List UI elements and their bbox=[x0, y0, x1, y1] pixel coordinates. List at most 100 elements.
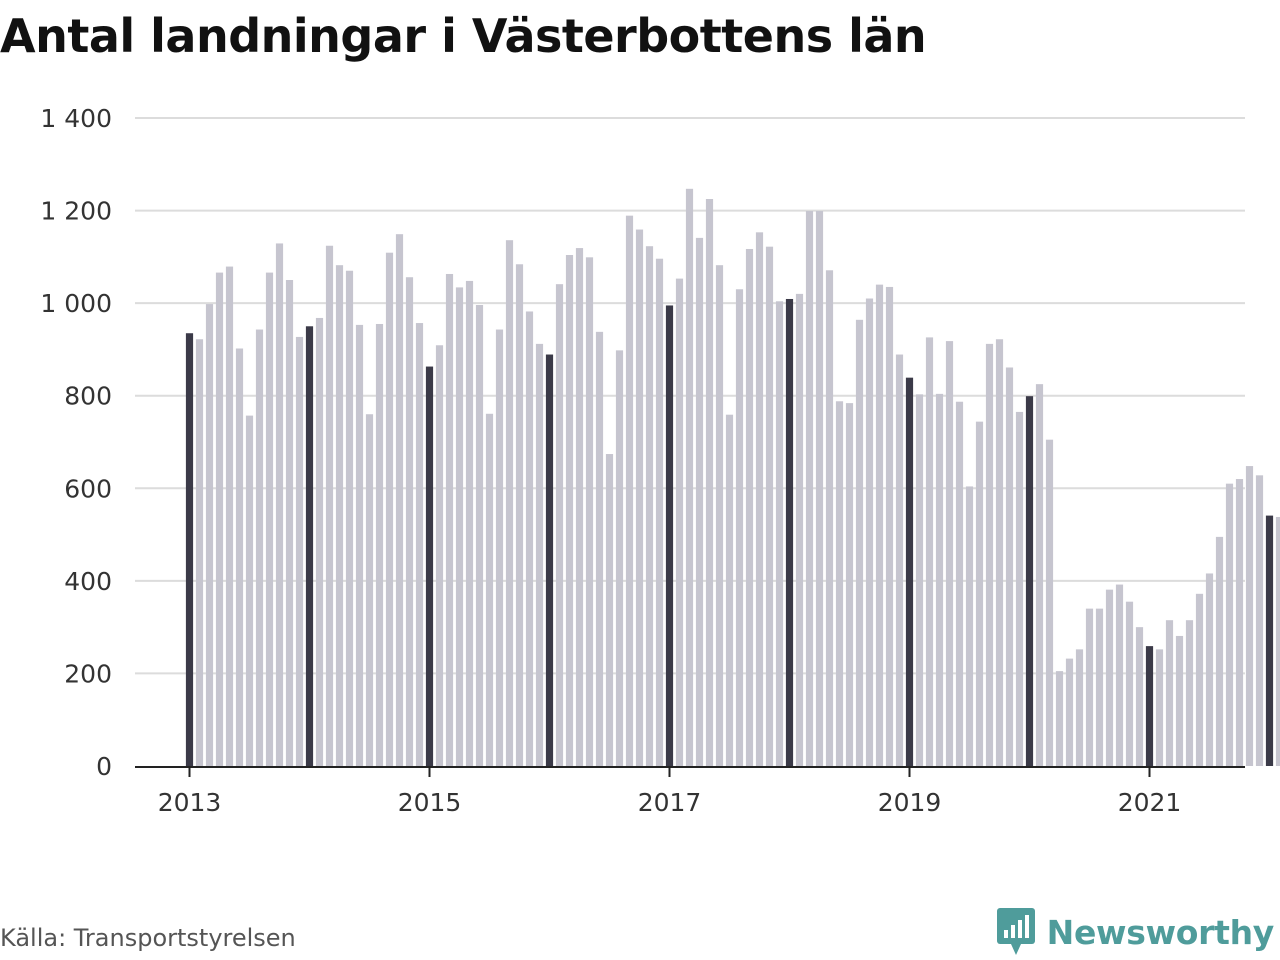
bar-2017-10 bbox=[755, 232, 764, 767]
bar-2022-02 bbox=[1275, 516, 1280, 766]
bar-2013-06 bbox=[235, 348, 244, 766]
bar-2015-01 bbox=[425, 366, 434, 766]
bar-2018-06 bbox=[835, 401, 844, 766]
bar-2017-04 bbox=[695, 237, 704, 766]
bar-2019-04 bbox=[935, 393, 944, 766]
bar-2021-03 bbox=[1165, 620, 1174, 766]
bar-2018-10 bbox=[875, 284, 884, 766]
x-tick-label: 2019 bbox=[878, 788, 942, 817]
bar-2021-05 bbox=[1185, 620, 1194, 766]
bar-2015-05 bbox=[465, 280, 474, 766]
bar-2017-12 bbox=[775, 301, 784, 766]
bar-2013-12 bbox=[295, 336, 304, 766]
bar-2013-10 bbox=[275, 243, 284, 767]
bar-2021-09 bbox=[1225, 483, 1234, 766]
bar-2016-02 bbox=[555, 284, 564, 766]
bar-2016-01 bbox=[545, 354, 554, 766]
bar-2014-02 bbox=[315, 317, 324, 766]
x-tick-label: 2021 bbox=[1118, 788, 1182, 817]
bar-2018-11 bbox=[885, 286, 894, 766]
bar-2021-08 bbox=[1215, 536, 1224, 766]
bar-2019-03 bbox=[925, 337, 934, 766]
brand-name: Newsworthy bbox=[1046, 912, 1275, 952]
bar-2017-09 bbox=[745, 248, 754, 766]
bar-2017-01 bbox=[665, 305, 674, 766]
bar-2022-01 bbox=[1265, 515, 1274, 766]
bar-chart-speech-bubble-icon bbox=[996, 908, 1035, 955]
bar-2019-05 bbox=[945, 341, 954, 766]
bar-2016-07 bbox=[605, 454, 614, 766]
bar-2014-11 bbox=[405, 277, 414, 766]
bar-2019-06 bbox=[955, 401, 964, 766]
bar-2020-04 bbox=[1055, 671, 1064, 766]
bar-2016-10 bbox=[635, 229, 644, 766]
bar-2017-02 bbox=[675, 278, 684, 766]
bar-2013-05 bbox=[225, 266, 234, 766]
bar-2014-10 bbox=[395, 234, 404, 767]
bar-2016-12 bbox=[655, 258, 664, 766]
source-note: Källa: Transportstyrelsen bbox=[0, 924, 296, 952]
bar-2015-09 bbox=[505, 240, 514, 767]
bar-2013-01 bbox=[185, 333, 194, 766]
bar-2014-06 bbox=[355, 324, 364, 766]
bar-2019-08 bbox=[975, 421, 984, 766]
bar-2019-12 bbox=[1015, 411, 1024, 766]
bar-2020-07 bbox=[1085, 608, 1094, 766]
bar-2016-08 bbox=[615, 350, 624, 766]
y-axis-tick-labels: 0 200 400 600 800 1 000 1 200 1 400 bbox=[40, 104, 112, 781]
bar-2014-12 bbox=[415, 323, 424, 766]
bar-2016-04 bbox=[575, 248, 584, 766]
bar-2021-02 bbox=[1155, 649, 1164, 766]
x-tick-label: 2015 bbox=[398, 788, 462, 817]
bar-2015-11 bbox=[525, 311, 534, 766]
bar-2017-06 bbox=[715, 265, 724, 766]
bar-2013-07 bbox=[245, 415, 254, 766]
bar-2016-06 bbox=[595, 331, 604, 766]
bar-2020-05 bbox=[1065, 658, 1074, 766]
bar-2021-12 bbox=[1255, 475, 1264, 766]
bar-2020-11 bbox=[1125, 601, 1134, 766]
bar-2015-07 bbox=[485, 413, 494, 766]
bar-2015-06 bbox=[475, 304, 484, 766]
bar-2021-11 bbox=[1245, 466, 1254, 766]
bar-2015-02 bbox=[435, 345, 444, 766]
bar-2019-11 bbox=[1005, 367, 1014, 766]
bar-2020-03 bbox=[1045, 439, 1054, 766]
x-tick-label: 2017 bbox=[638, 788, 702, 817]
bar-2018-07 bbox=[845, 403, 854, 766]
bar-2017-11 bbox=[765, 246, 774, 766]
x-axis-ticks: 201320152017201920212023 bbox=[158, 767, 1182, 817]
y-tick-label: 800 bbox=[64, 382, 112, 411]
bar-2014-09 bbox=[385, 252, 394, 767]
bar-2016-05 bbox=[585, 257, 594, 766]
bar-2013-04 bbox=[215, 272, 224, 766]
bar-2016-03 bbox=[565, 255, 574, 766]
bar-2018-02 bbox=[795, 293, 804, 766]
y-tick-label: 400 bbox=[64, 567, 112, 596]
bar-2018-08 bbox=[855, 319, 864, 766]
bar-2021-01 bbox=[1145, 646, 1154, 766]
bar-2018-05 bbox=[825, 270, 834, 766]
y-tick-label: 1 200 bbox=[40, 197, 112, 226]
bar-2021-10 bbox=[1235, 479, 1244, 766]
bar-2020-12 bbox=[1135, 627, 1144, 766]
bar-2015-04 bbox=[455, 287, 464, 766]
bar-2021-04 bbox=[1175, 635, 1184, 766]
bar-2015-12 bbox=[535, 343, 544, 766]
bar-2017-08 bbox=[735, 289, 744, 766]
bar-2014-03 bbox=[325, 245, 334, 767]
bar-2014-08 bbox=[375, 323, 384, 766]
bar-2020-06 bbox=[1075, 649, 1084, 766]
y-tick-label: 1 000 bbox=[40, 289, 112, 318]
bar-2019-01 bbox=[905, 377, 914, 766]
bar-2020-01 bbox=[1025, 396, 1034, 766]
brand-logo[interactable]: Newsworthy bbox=[996, 908, 1275, 956]
bar-2014-01 bbox=[305, 326, 314, 766]
bar-2013-11 bbox=[285, 280, 294, 766]
bar-2019-10 bbox=[995, 339, 1004, 766]
bars bbox=[185, 188, 1280, 767]
bar-2013-02 bbox=[195, 339, 204, 766]
y-tick-label: 200 bbox=[64, 659, 112, 688]
bar-2018-12 bbox=[895, 354, 904, 766]
bar-2014-07 bbox=[365, 414, 374, 766]
